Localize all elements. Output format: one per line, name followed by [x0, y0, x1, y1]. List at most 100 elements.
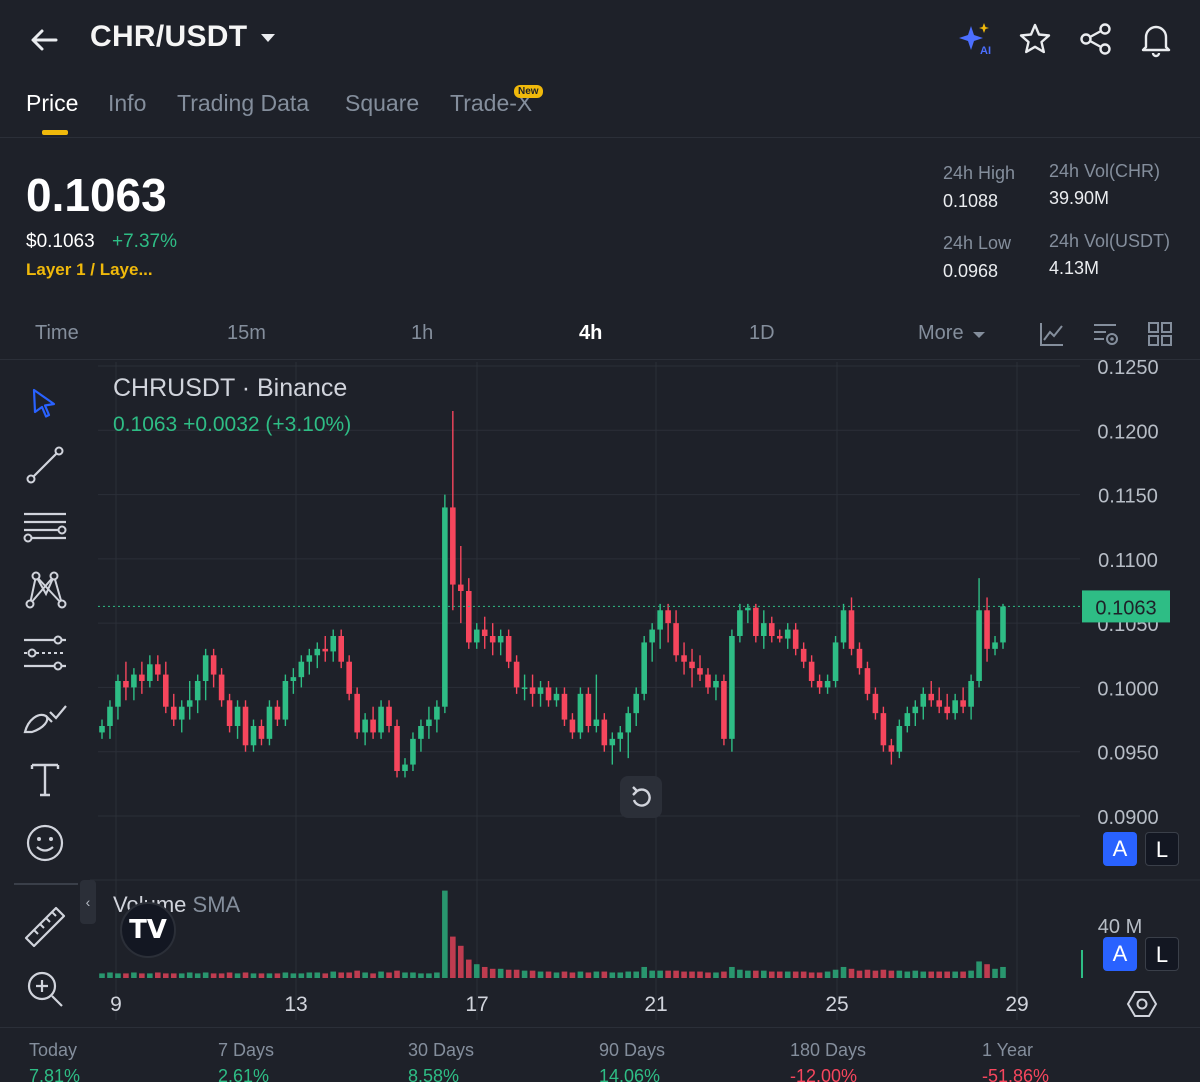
candle-body: [537, 687, 544, 694]
volume-bar: [178, 973, 185, 978]
star-icon[interactable]: [1016, 20, 1054, 58]
volume-bar: [792, 971, 799, 978]
volume-bar: [904, 971, 911, 978]
candle-body: [266, 706, 273, 739]
candle-body: [162, 674, 169, 707]
candle-body: [936, 700, 943, 707]
y-axis-label: 0.1250: [1097, 357, 1158, 379]
candle-body: [625, 713, 632, 733]
autoscale-button[interactable]: A: [1103, 832, 1137, 866]
chart-settings-icon[interactable]: [1092, 320, 1120, 348]
volume-bar: [816, 972, 823, 978]
tab-trading-data[interactable]: Trading Data: [177, 90, 310, 116]
tab-info[interactable]: Info: [108, 90, 147, 116]
chart-settings-hex-icon[interactable]: [1126, 988, 1158, 1020]
vol-base-label: 24h Vol(CHR): [1049, 161, 1161, 181]
tab-price[interactable]: Price: [26, 90, 79, 116]
candle-body: [346, 661, 352, 694]
candle-body: [832, 642, 839, 681]
pattern-icon[interactable]: [20, 564, 70, 614]
candle-body: [330, 636, 337, 652]
candle-body: [242, 706, 249, 746]
volume-bar: [617, 972, 624, 978]
candle-body: [840, 610, 847, 643]
volume-bar: [162, 973, 169, 978]
interval-15m[interactable]: 15m: [227, 322, 266, 344]
volume-bar: [761, 970, 767, 978]
interval-more[interactable]: More: [918, 322, 964, 344]
candle-body: [290, 677, 297, 681]
candle-body: [489, 636, 496, 643]
volume-bar: [346, 972, 352, 978]
layout-grid-icon[interactable]: [1146, 320, 1174, 348]
volume-bar: [928, 971, 935, 978]
tab-square[interactable]: Square: [345, 90, 420, 116]
brush-icon[interactable]: [20, 692, 70, 742]
active-tab-indicator: [42, 130, 68, 135]
volume-bar: [513, 969, 520, 978]
interval-1h[interactable]: 1h: [411, 322, 434, 344]
category-tag[interactable]: Layer 1 / Laye...: [26, 260, 153, 279]
candle-body: [904, 713, 911, 726]
perf-today-label: Today: [29, 1040, 78, 1060]
volume-bar: [609, 972, 616, 978]
ruler-icon[interactable]: [20, 902, 70, 952]
chevron-down-icon[interactable]: [970, 326, 988, 344]
candle-body: [481, 629, 488, 636]
interval-1d[interactable]: 1D: [749, 322, 775, 344]
pair-title[interactable]: CHR/USDT: [90, 20, 248, 53]
volume-bar: [553, 972, 560, 978]
volume-bar: [577, 971, 584, 978]
candle-body: [864, 668, 871, 694]
zoom-in-icon[interactable]: [20, 964, 70, 1014]
candle-body: [920, 693, 927, 707]
bell-icon[interactable]: [1137, 20, 1175, 58]
trendline-icon[interactable]: [20, 440, 70, 490]
volume-bar: [569, 972, 576, 978]
log-scale-button[interactable]: L: [1145, 832, 1179, 866]
volume-bar: [848, 968, 855, 978]
indicator-chart-icon[interactable]: [1038, 320, 1066, 348]
fib-retracement-icon[interactable]: [20, 502, 70, 552]
volume-axis-label: 40 M: [1098, 916, 1142, 938]
candle-body: [210, 655, 217, 675]
text-icon[interactable]: [20, 754, 70, 804]
y-axis-label: 0.1150: [1098, 486, 1158, 508]
candle-body: [553, 693, 560, 701]
perf-today-value: 7.81%: [29, 1066, 81, 1082]
perf-1y-value: -51.86%: [982, 1066, 1050, 1082]
candle-body: [107, 706, 113, 726]
candle-body: [641, 642, 647, 694]
volume-bar: [489, 968, 496, 978]
candle-body: [745, 607, 751, 611]
volume-autoscale-button[interactable]: A: [1103, 937, 1137, 971]
reset-chart-button[interactable]: [620, 776, 662, 818]
volume-bar: [147, 973, 153, 978]
cursor-icon[interactable]: [20, 378, 70, 428]
candle-body: [338, 636, 344, 662]
interval-4h[interactable]: 4h: [579, 322, 603, 344]
back-arrow-icon[interactable]: [26, 22, 62, 58]
share-icon[interactable]: [1077, 20, 1115, 58]
candle-body: [298, 661, 305, 678]
y-axis-label: 0.1000: [1097, 678, 1158, 700]
candle-body: [234, 706, 241, 726]
candle-body: [434, 706, 440, 720]
svg-text:AI: AI: [980, 45, 991, 57]
interval-time[interactable]: Time: [35, 322, 79, 344]
volume-log-scale-button[interactable]: L: [1145, 937, 1179, 971]
collapse-toolbar-button[interactable]: ‹: [80, 880, 96, 924]
perf-90d-label: 90 Days: [599, 1040, 666, 1060]
candle-body: [872, 693, 879, 714]
candle-body: [761, 623, 767, 636]
vol-quote-value: 4.13M: [1049, 258, 1100, 278]
chart-ohlc-summary: 0.1063 +0.0032 (+3.10%): [113, 413, 352, 436]
candle-body: [282, 681, 289, 720]
volume-bar: [601, 971, 608, 978]
chevron-down-icon[interactable]: [258, 24, 278, 52]
emoji-icon[interactable]: [20, 818, 70, 868]
ai-sparkle-icon[interactable]: AI: [956, 20, 994, 58]
prediction-icon[interactable]: [20, 628, 70, 678]
perf-1y-label: 1 Year: [982, 1040, 1034, 1060]
